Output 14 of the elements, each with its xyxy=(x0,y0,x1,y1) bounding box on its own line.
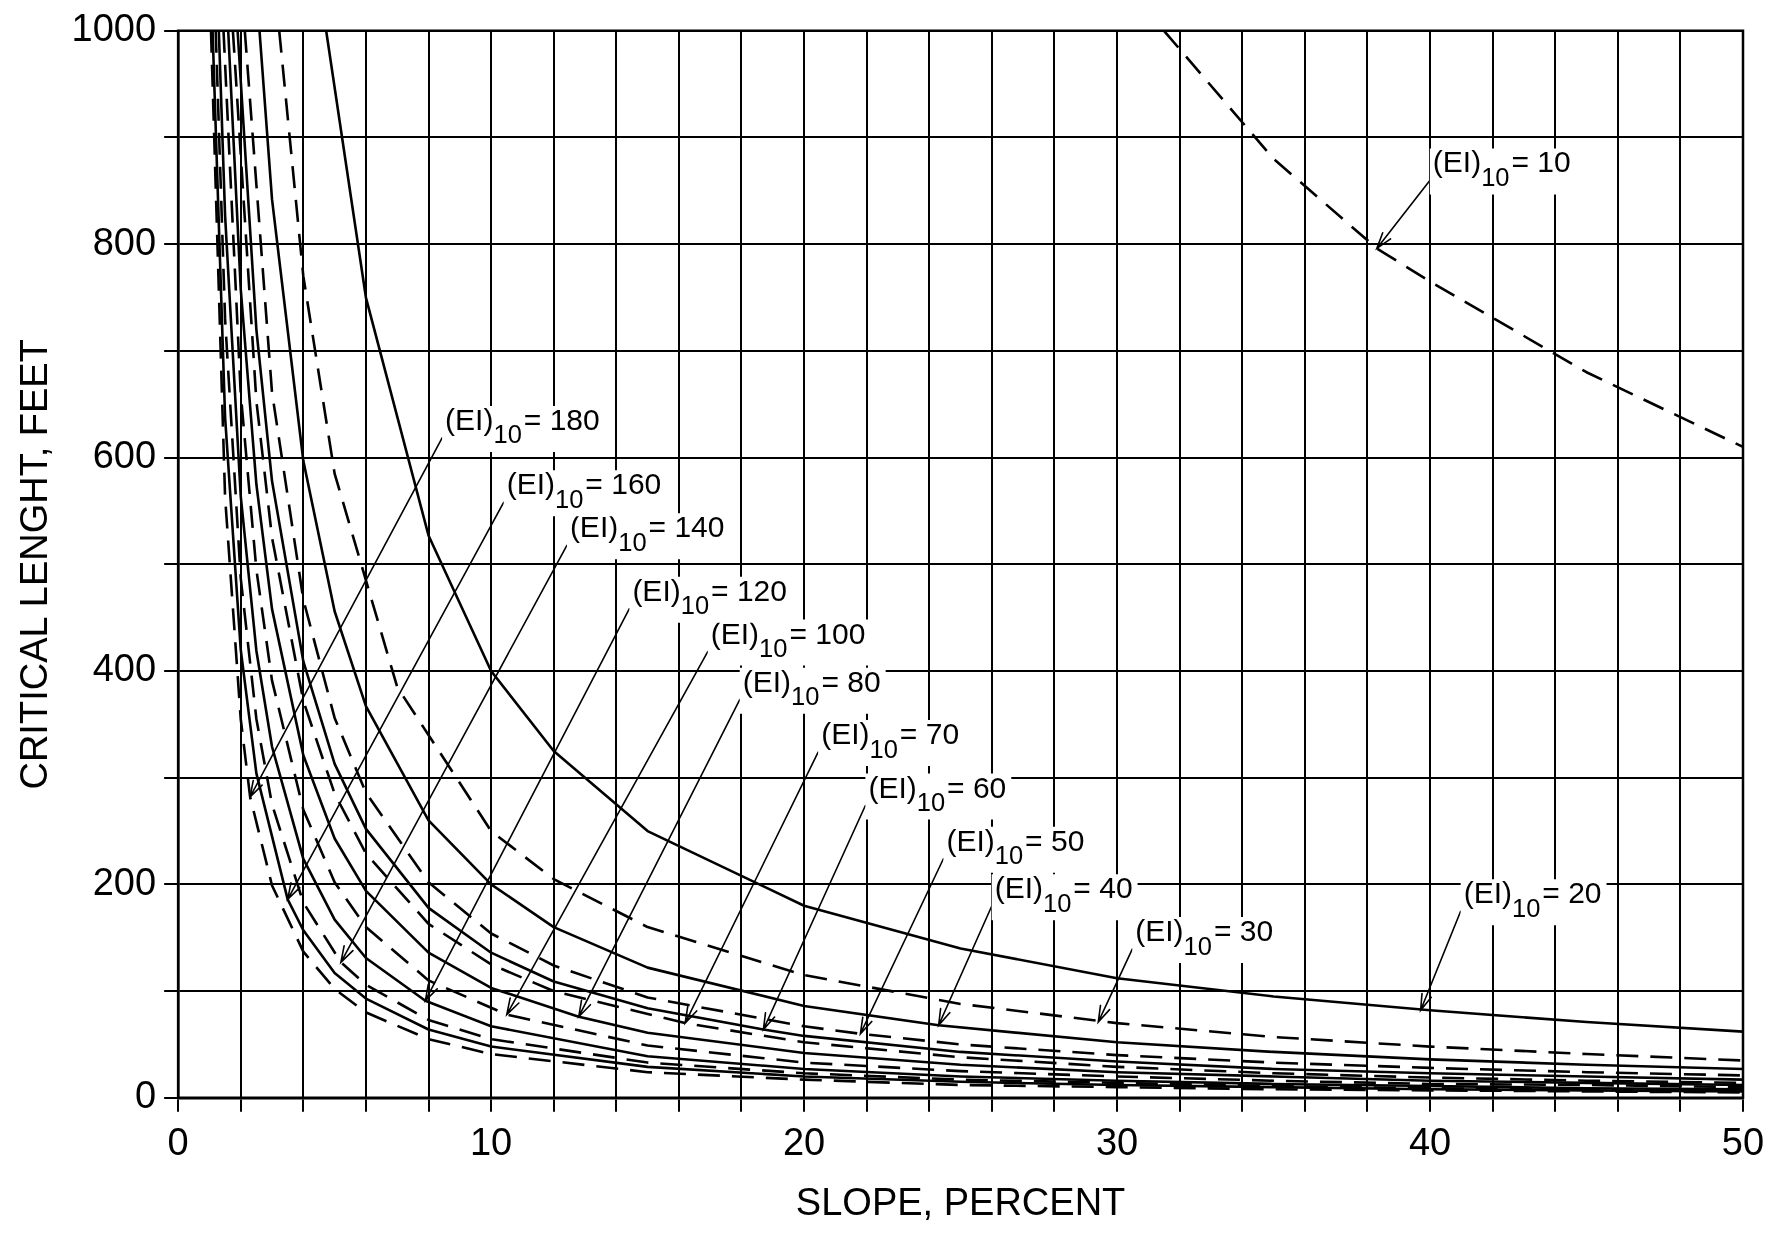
x-tick-label: 40 xyxy=(1408,1121,1452,1164)
x-tick-label: 20 xyxy=(782,1121,826,1164)
x-tick-label: 0 xyxy=(167,1121,189,1164)
y-axis-title: CRITICAL LENGHT, FEET xyxy=(13,339,56,790)
y-tick-label: 400 xyxy=(92,647,157,690)
y-tick-label: 1000 xyxy=(71,7,157,50)
y-tick-label: 600 xyxy=(92,434,157,477)
y-tick-label: 800 xyxy=(92,220,157,263)
y-tick-label: 200 xyxy=(92,860,157,903)
x-tick-label: 30 xyxy=(1095,1121,1139,1164)
y-tick-label: 0 xyxy=(134,1074,157,1117)
x-tick-label: 10 xyxy=(469,1121,513,1164)
x-tick-label: 50 xyxy=(1721,1121,1765,1164)
x-axis-title: SLOPE, PERCENT xyxy=(795,1180,1126,1223)
